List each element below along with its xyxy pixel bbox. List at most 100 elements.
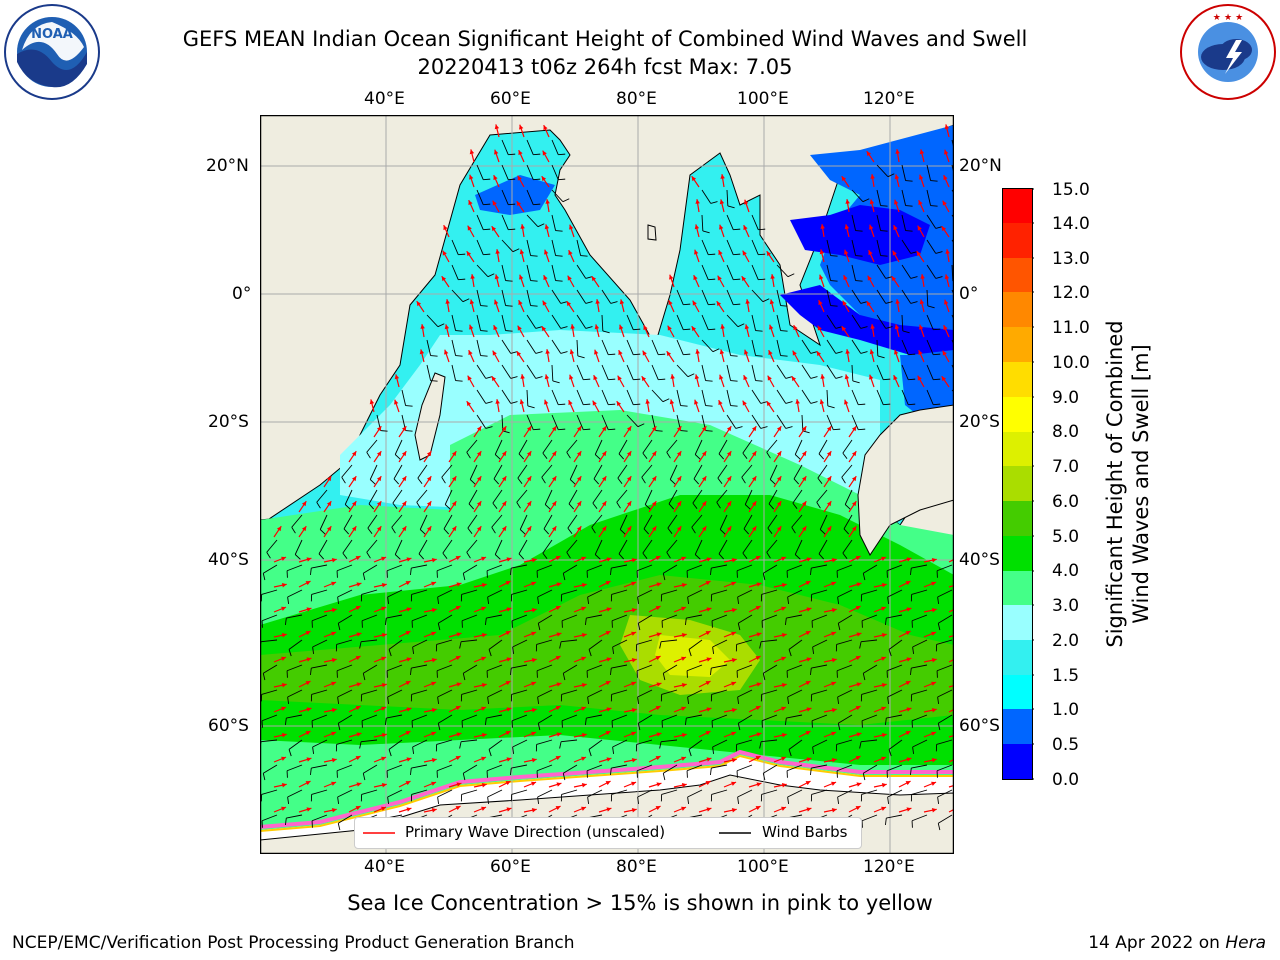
wind-barb	[467, 514, 478, 534]
colorbar-swatch-14	[1002, 258, 1032, 292]
wave-arrow	[773, 806, 787, 813]
wave-arrow	[798, 730, 811, 738]
wave-arrow	[594, 349, 600, 363]
wave-arrow	[773, 733, 787, 738]
wind-barb	[851, 389, 866, 406]
wind-barb	[409, 764, 428, 776]
wave-arrow	[570, 324, 575, 338]
wind-barb	[319, 514, 328, 535]
wave-arrow	[348, 605, 361, 613]
wave-arrow	[495, 249, 500, 263]
wave-arrow	[598, 657, 612, 663]
wind-barb	[876, 364, 891, 381]
wave-arrow	[348, 732, 362, 738]
wind-barb	[593, 464, 603, 485]
lon-tick-bottom-60e: 60°E	[490, 857, 531, 877]
wave-arrow	[548, 525, 557, 538]
wind-barb	[311, 814, 328, 828]
wave-arrow	[473, 500, 482, 513]
sea-ice-edge	[260, 749, 954, 829]
wind-barb	[601, 339, 616, 356]
wind-barb	[601, 414, 616, 431]
wave-arrow	[848, 755, 861, 763]
wind-barb	[551, 364, 560, 384]
wave-arrow	[566, 300, 575, 313]
wave-arrow	[548, 732, 562, 738]
wave-arrow	[798, 780, 811, 788]
wave-arrow	[623, 658, 637, 663]
wind-barb	[437, 589, 453, 605]
wind-barb	[486, 664, 503, 678]
wind-barb	[576, 339, 585, 359]
wave-arrow	[493, 324, 500, 338]
colorbar-swatch-11	[1002, 362, 1032, 397]
wave-arrow	[816, 350, 825, 363]
wind-barb	[812, 639, 828, 655]
wind-barb	[416, 489, 428, 509]
wave-arrow	[948, 558, 954, 563]
wave-arrow	[798, 475, 807, 488]
wind-barb	[811, 714, 828, 728]
wave-arrow	[348, 450, 357, 463]
wave-arrow	[917, 375, 925, 388]
wind-barb	[684, 614, 703, 626]
wave-arrow	[448, 525, 457, 538]
wind-barb	[566, 439, 578, 459]
wave-arrow	[473, 450, 482, 463]
wave-arrow	[473, 706, 487, 713]
wind-barb	[909, 664, 928, 676]
wave-arrow	[495, 399, 500, 413]
wave-arrow	[698, 607, 712, 613]
wind-barb	[601, 289, 618, 304]
wave-arrow	[773, 583, 787, 588]
wind-barb	[717, 464, 728, 484]
wave-arrow	[873, 806, 887, 813]
wave-arrow	[770, 274, 775, 288]
wind-barb	[637, 614, 653, 631]
wave-arrow	[618, 349, 625, 363]
wind-barb	[435, 739, 453, 752]
wave-arrow	[873, 733, 887, 738]
wave-arrow	[373, 500, 382, 513]
wave-arrow	[298, 580, 311, 588]
wave-arrow	[823, 450, 832, 463]
wind-barb	[388, 739, 403, 757]
wave-arrow	[348, 682, 362, 688]
wave-arrow	[518, 299, 525, 313]
colorbar-tick-13: 11.0	[1052, 318, 1090, 338]
wind-barb	[901, 389, 916, 406]
colorbar-swatch-4	[1002, 605, 1032, 640]
wind-barb	[486, 764, 503, 778]
wave-arrow	[819, 399, 825, 413]
wave-arrow	[723, 425, 732, 438]
wind-barb	[760, 789, 778, 802]
wave-arrow	[273, 556, 287, 563]
wave-arrow	[898, 630, 911, 638]
wind-barb	[417, 464, 428, 484]
wind-barb	[776, 289, 788, 307]
wave-arrow	[743, 374, 750, 388]
wind-barb	[851, 189, 870, 203]
wind-barb	[843, 514, 853, 535]
wind-barb	[788, 639, 803, 657]
wave-arrow	[423, 500, 432, 513]
wave-arrow	[673, 425, 682, 438]
wind-barb	[901, 289, 918, 304]
wind-barb	[437, 614, 453, 631]
wind-barb	[501, 189, 516, 206]
wind-barb	[261, 714, 278, 728]
wave-arrow	[323, 558, 337, 563]
wave-arrow	[844, 374, 850, 388]
wave-arrow	[373, 633, 387, 638]
wind-barb	[701, 364, 713, 382]
wind-barb	[291, 514, 303, 534]
wind-barb	[709, 764, 728, 776]
wave-arrow	[667, 325, 675, 338]
wind-barb	[787, 789, 803, 805]
wave-arrow	[323, 608, 337, 613]
wind-barb	[784, 614, 803, 626]
wind-barb	[759, 739, 778, 749]
wave-arrow	[698, 557, 712, 563]
wave-arrow	[598, 680, 611, 688]
wave-arrow	[573, 683, 587, 688]
